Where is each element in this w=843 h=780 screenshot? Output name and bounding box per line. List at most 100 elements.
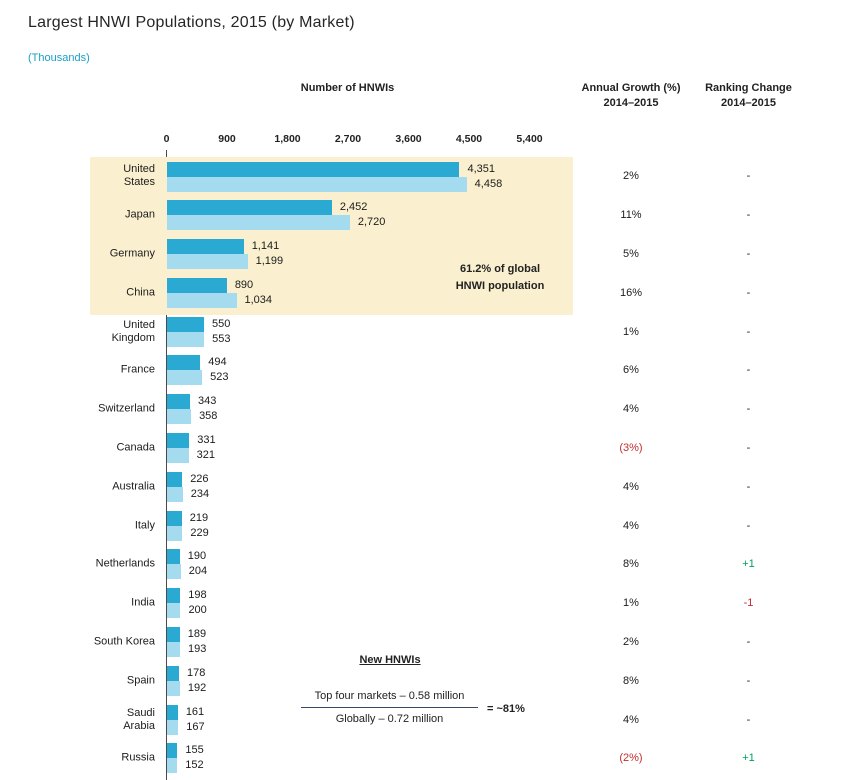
market-label: Netherlands bbox=[95, 557, 155, 570]
ranking-value: - bbox=[746, 170, 751, 183]
chart-row: Australia 226 234 4% - bbox=[0, 467, 843, 506]
chart-row: Russia 155 152 (2%) +1 bbox=[0, 739, 843, 778]
bar-group: 890 1,034 bbox=[167, 273, 587, 312]
bar-group: 331 321 bbox=[167, 429, 587, 468]
bar-2014 bbox=[167, 665, 179, 681]
bar-group: 226 234 bbox=[167, 467, 587, 506]
callout-numerator: Top four markets – 0.58 million bbox=[301, 690, 478, 708]
value-label-2015: 1,034 bbox=[244, 293, 273, 306]
value-label-2014: 198 bbox=[188, 589, 207, 602]
bar-2014 bbox=[167, 704, 178, 720]
growth-value: 8% bbox=[623, 558, 639, 571]
value-label-2014: 190 bbox=[187, 550, 207, 563]
chart-row: Spain 178 192 8% - bbox=[0, 661, 843, 700]
bar-group: 343 358 bbox=[167, 390, 587, 429]
growth-value: 1% bbox=[623, 325, 639, 338]
bar-2014 bbox=[167, 588, 181, 604]
ranking-value: - bbox=[746, 441, 751, 454]
value-label-2014: 219 bbox=[189, 511, 209, 524]
market-label: China bbox=[126, 286, 155, 299]
bar-2014 bbox=[167, 355, 201, 371]
chart-row: Italy 219 229 4% - bbox=[0, 506, 843, 545]
axis-tick-label: 0 bbox=[163, 133, 170, 145]
ranking-value: - bbox=[746, 635, 751, 648]
highlight-annotation: 61.2% of global HNWI population bbox=[455, 263, 545, 292]
ranking-header-line2: 2014–2015 bbox=[720, 97, 777, 109]
chart-row: China 890 1,034 16% - bbox=[0, 273, 843, 312]
value-label-2015: 152 bbox=[185, 759, 204, 772]
bar-group: 494 523 bbox=[167, 351, 587, 390]
axis-tick-label: 3,600 bbox=[395, 133, 422, 145]
value-label-2014: 4,351 bbox=[467, 162, 495, 175]
bar-2015 bbox=[167, 448, 189, 464]
bar-group: 190 204 bbox=[167, 545, 587, 584]
chart-row: South Korea 189 193 2% - bbox=[0, 623, 843, 662]
bar-group: 4,351 4,458 bbox=[167, 157, 587, 196]
axis-tick-label: 5,400 bbox=[516, 133, 543, 145]
ranking-value: -1 bbox=[743, 597, 754, 610]
value-label-2015: 2,720 bbox=[357, 216, 386, 229]
market-label: Australia bbox=[112, 480, 155, 493]
growth-value: 8% bbox=[623, 674, 639, 687]
growth-value: 4% bbox=[623, 713, 639, 726]
value-label-2015: 229 bbox=[190, 526, 209, 539]
chart-row: France 494 523 6% - bbox=[0, 351, 843, 390]
value-label-2014: 1,141 bbox=[251, 240, 280, 253]
ranking-value: - bbox=[746, 403, 751, 416]
chart-title: Largest HNWI Populations, 2015 (by Marke… bbox=[28, 14, 355, 31]
column-header-hnwis: Number of HNWIs bbox=[166, 81, 529, 96]
bar-group: 189 193 bbox=[167, 623, 587, 662]
chart-row: Switzerland 343 358 4% - bbox=[0, 390, 843, 429]
callout-title: New HNWIs bbox=[359, 654, 421, 666]
bar-2015 bbox=[167, 331, 205, 347]
chart-row: Germany 1,141 1,199 5% - bbox=[0, 235, 843, 274]
axis-tick-label: 2,700 bbox=[334, 133, 362, 145]
bar-2015 bbox=[167, 254, 248, 270]
chart-units-label: (Thousands) bbox=[28, 52, 90, 64]
bar-2015 bbox=[167, 603, 181, 619]
callout-result: = ~81% bbox=[487, 703, 525, 715]
bar-2014 bbox=[167, 743, 178, 759]
growth-value: 5% bbox=[623, 247, 639, 260]
bar-2014 bbox=[167, 510, 182, 526]
market-label: United States bbox=[123, 163, 155, 189]
ranking-value: +1 bbox=[742, 558, 755, 571]
ranking-value: - bbox=[746, 674, 751, 687]
market-label: United Kingdom bbox=[111, 318, 155, 344]
growth-header-line2: 2014–2015 bbox=[603, 97, 659, 109]
axis-tick-label: 4,500 bbox=[455, 133, 483, 145]
bar-2014 bbox=[167, 471, 183, 487]
bar-2014 bbox=[167, 433, 190, 449]
market-label: India bbox=[131, 596, 155, 609]
ranking-value: - bbox=[746, 209, 751, 222]
bar-2014 bbox=[167, 549, 180, 565]
chart-row: Saudi Arabia 161 167 4% - bbox=[0, 700, 843, 739]
growth-value: 11% bbox=[620, 209, 642, 222]
growth-value: 4% bbox=[623, 519, 639, 532]
market-label: Italy bbox=[134, 519, 155, 532]
growth-value: 2% bbox=[623, 635, 639, 648]
market-label: Spain bbox=[126, 674, 155, 687]
value-label-2015: 358 bbox=[199, 410, 218, 423]
market-label: Germany bbox=[109, 247, 155, 260]
bar-2015 bbox=[167, 719, 179, 735]
value-label-2014: 2,452 bbox=[339, 201, 368, 214]
bar-2015 bbox=[167, 642, 180, 658]
bar-2015 bbox=[167, 292, 237, 308]
ranking-value: - bbox=[746, 480, 751, 493]
chart-row: United States 4,351 4,458 2% - bbox=[0, 157, 843, 196]
bar-group: 178 192 bbox=[167, 661, 587, 700]
growth-value: 4% bbox=[623, 480, 639, 493]
value-label-2015: 167 bbox=[186, 720, 205, 733]
bar-2014 bbox=[167, 161, 460, 177]
growth-value: 6% bbox=[623, 364, 639, 377]
bar-group: 1,141 1,199 bbox=[167, 235, 587, 274]
value-label-2015: 321 bbox=[196, 449, 215, 462]
value-label-2015: 204 bbox=[188, 565, 208, 578]
market-label: France bbox=[120, 363, 155, 376]
growth-value: 4% bbox=[623, 403, 639, 416]
value-label-2014: 189 bbox=[187, 628, 207, 641]
growth-value: 1% bbox=[623, 597, 639, 610]
ranking-header-line1: Ranking Change bbox=[705, 82, 792, 94]
